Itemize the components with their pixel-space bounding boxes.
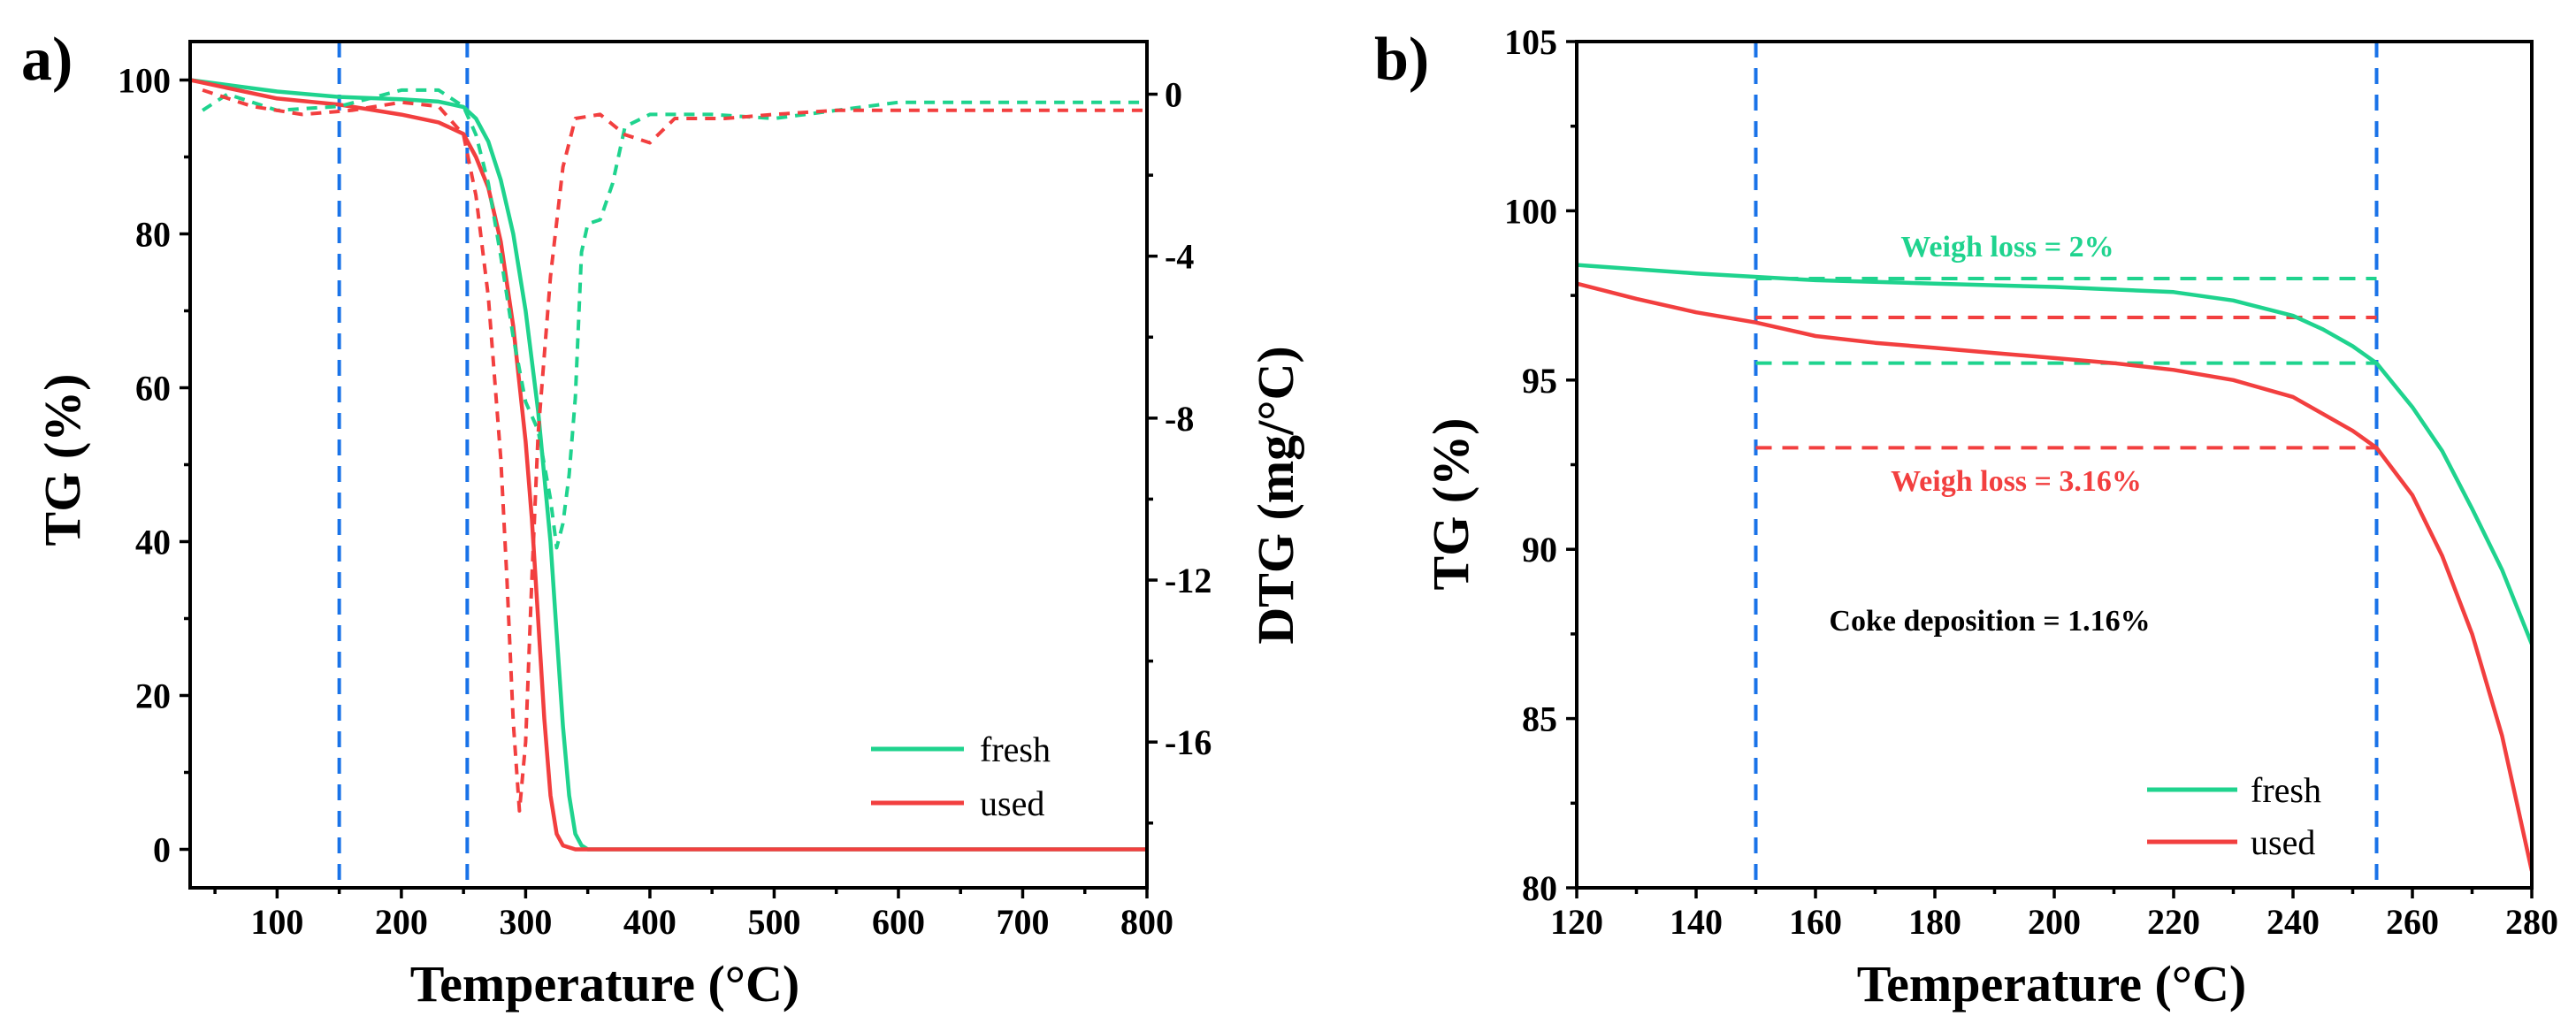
y-tick-label: 60 <box>135 369 171 409</box>
y-tick-label: 85 <box>1522 699 1557 739</box>
x-tick-label: 260 <box>2386 902 2439 942</box>
series-used-dtg <box>202 88 1147 813</box>
x-tick-label: 600 <box>872 902 925 942</box>
x-tick-label: 200 <box>375 902 428 942</box>
panel-a-plot-area <box>190 78 1147 852</box>
series-fresh-dtg <box>202 88 1147 550</box>
x-tick-label: 100 <box>250 902 303 942</box>
y-tick-label: 95 <box>1522 361 1557 401</box>
x-tick-label: 400 <box>623 902 676 942</box>
y-tick-label: 80 <box>1522 868 1557 908</box>
y2-tick-label: -12 <box>1165 561 1212 600</box>
panel-a-legend: fresh used <box>871 730 1051 823</box>
x-tick-label: 160 <box>1789 902 1842 942</box>
y-tick-label: 100 <box>1504 191 1557 231</box>
y2-tick-label: 0 <box>1165 75 1182 115</box>
panel-b-legend: fresh used <box>2147 770 2321 862</box>
y-tick-label: 90 <box>1522 530 1557 569</box>
y2-tick-label: -16 <box>1165 722 1212 762</box>
panel-b-label: b) <box>1374 26 1429 94</box>
y-tick-label: 20 <box>135 676 171 716</box>
y-tick-label: 105 <box>1504 22 1557 62</box>
x-tick-label: 180 <box>1908 902 1961 942</box>
legend-used-label: used <box>980 783 1044 823</box>
series-used-tg <box>1577 281 2532 872</box>
x-tick-label: 300 <box>499 902 552 942</box>
panel-b: b) Temperature (°C) TG (%) Weigh loss = … <box>1374 22 2558 1013</box>
y-tick-label: 100 <box>118 61 171 101</box>
annotation-used-weight-loss: Weigh loss = 3.16% <box>1891 465 2142 498</box>
legend-fresh-label: fresh <box>980 730 1051 769</box>
y-tick-label: 0 <box>153 830 171 870</box>
annotation-coke-deposition: Coke deposition = 1.16% <box>1829 605 2150 638</box>
x-tick-label: 500 <box>747 902 800 942</box>
panel-a-y2-axis-title: DTG (mg/°C) <box>1247 346 1304 644</box>
panel-b-y-axis-title: TG (%) <box>1422 418 1479 591</box>
series-used-tg <box>190 78 1147 852</box>
y-tick-label: 80 <box>135 215 171 255</box>
x-tick-label: 280 <box>2505 902 2558 942</box>
x-tick-label: 220 <box>2147 902 2200 942</box>
panel-a-label: a) <box>21 26 73 94</box>
panel-a: a) Temperature (°C) TG (%) DTG (mg/°C) f… <box>21 26 1304 1013</box>
legend-used-label: used <box>2251 822 2315 862</box>
series-fresh-tg <box>1577 263 2532 646</box>
panel-a-x-axis-title: Temperature (°C) <box>410 955 799 1013</box>
panel-a-y-axis-title: TG (%) <box>34 374 91 546</box>
x-tick-label: 200 <box>2028 902 2081 942</box>
y2-tick-label: -8 <box>1165 399 1194 439</box>
x-tick-label: 800 <box>1120 902 1173 942</box>
x-tick-label: 240 <box>2266 902 2320 942</box>
y-tick-label: 40 <box>135 523 171 562</box>
panel-b-x-axis-title: Temperature (°C) <box>1857 955 2246 1013</box>
x-tick-label: 120 <box>1550 902 1603 942</box>
panel-b-plot-area <box>1577 263 2532 872</box>
y2-tick-label: -4 <box>1165 237 1194 277</box>
x-tick-label: 140 <box>1670 902 1723 942</box>
x-tick-label: 700 <box>996 902 1049 942</box>
annotation-fresh-weight-loss: Weigh loss = 2% <box>1900 231 2114 264</box>
legend-fresh-label: fresh <box>2251 770 2321 810</box>
